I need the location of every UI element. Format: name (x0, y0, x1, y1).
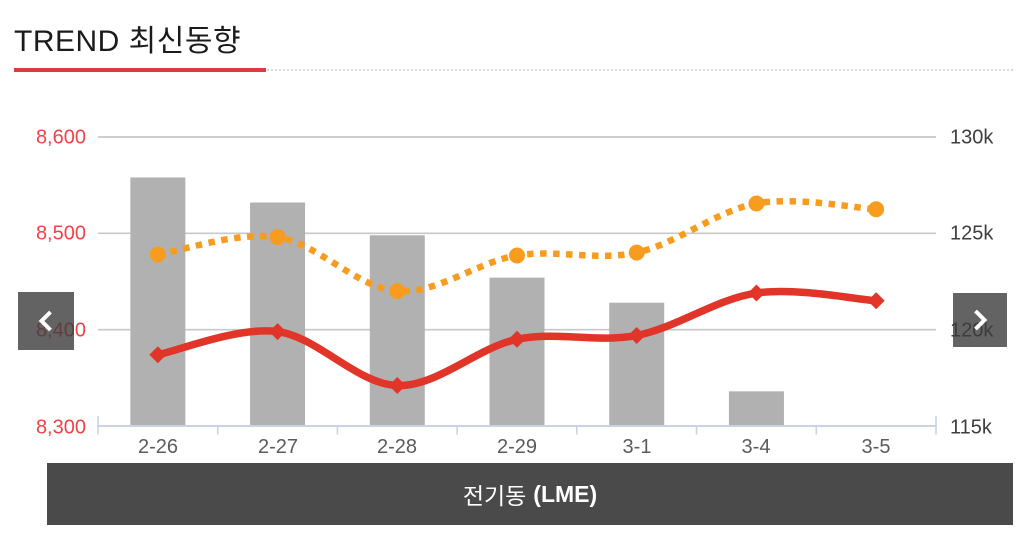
x-axis-label: 2-28 (376, 436, 418, 458)
page-title: TREND 최신동향 (14, 25, 242, 58)
next-button[interactable] (953, 293, 1007, 347)
x-axis-label: 3-4 (741, 436, 771, 458)
right-axis-tick: 125k (950, 222, 994, 245)
chart-footer-bar: 전기동 (LME) (47, 463, 1013, 525)
x-axis-label: 2-26 (137, 436, 179, 458)
right-axis-tick: 115k (950, 416, 992, 439)
title-underline-accent (14, 68, 266, 72)
market-name-exchange: (LME) (533, 480, 598, 507)
left-axis-tick: 8,500 (35, 222, 86, 245)
x-axis-label: 3-5 (861, 436, 891, 458)
x-axis-label: 3-1 (622, 436, 652, 458)
chevron-right-icon (974, 309, 988, 331)
prev-button[interactable] (18, 292, 74, 350)
left-axis-tick: 8,600 (35, 126, 86, 149)
x-axis-label: 2-29 (496, 436, 538, 458)
right-axis-tick: 130k (950, 126, 994, 149)
x-axis-label: 2-27 (257, 436, 299, 458)
market-name-korean: 전기동 (462, 483, 527, 509)
title-divider-dotted (14, 69, 1013, 71)
left-axis-tick: 8,300 (35, 416, 86, 439)
chevron-left-icon (38, 310, 52, 332)
